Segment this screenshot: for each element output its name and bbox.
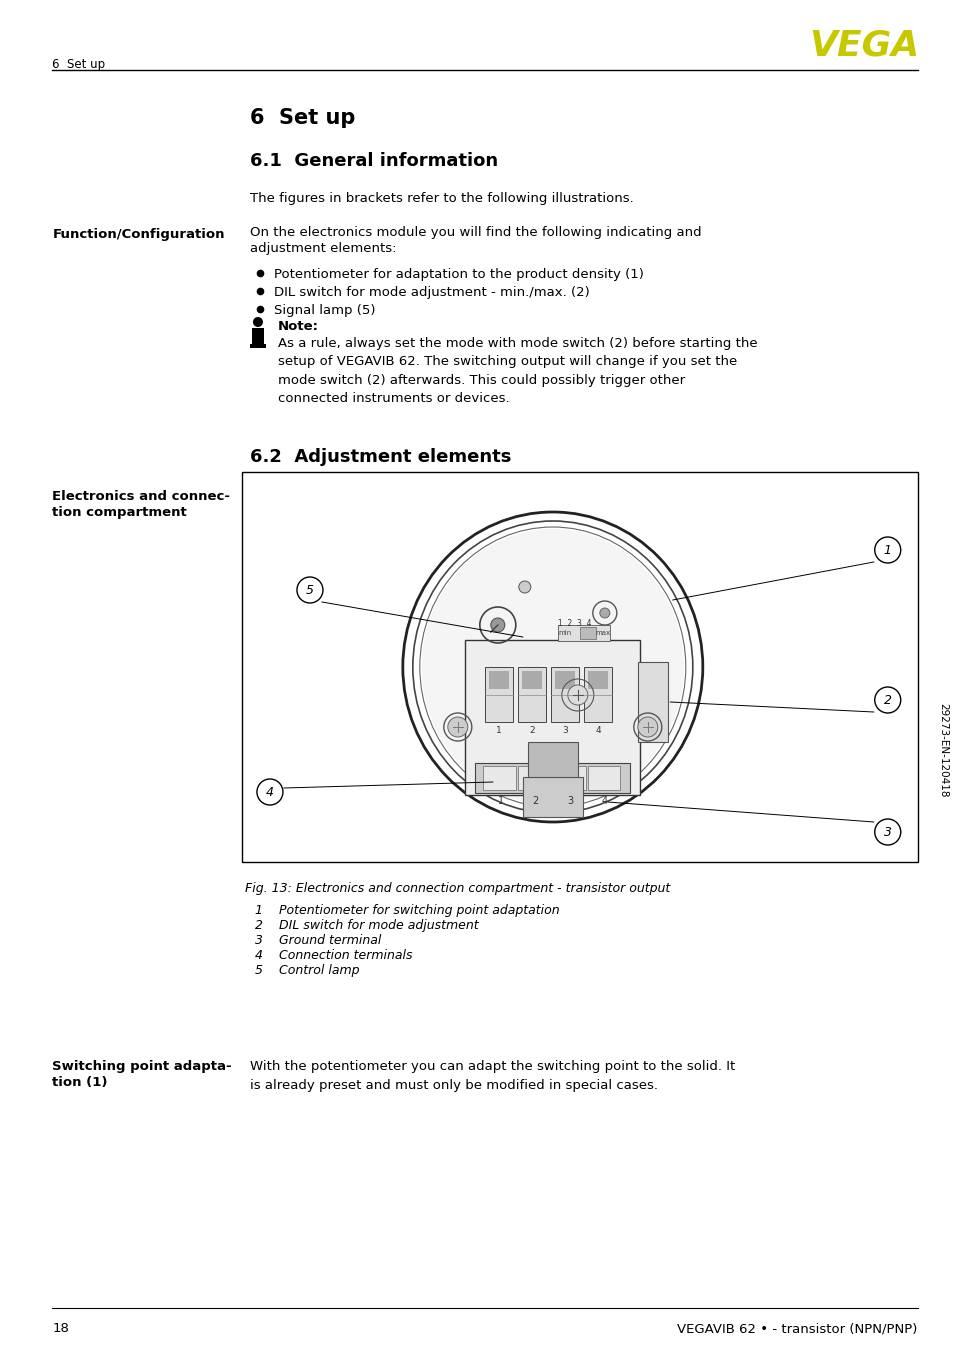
Bar [558,626,609,640]
Text: VEGAVIB 62 • - transistor (NPN/PNP): VEGAVIB 62 • - transistor (NPN/PNP) [677,1322,917,1335]
Circle shape [490,617,504,632]
Text: 2    DIL switch for mode adjustment: 2 DIL switch for mode adjustment [254,919,478,932]
Text: 4    Connection terminals: 4 Connection terminals [254,949,412,961]
Text: Note:: Note: [277,320,318,333]
Text: tion (1): tion (1) [52,1076,108,1089]
Text: Potentiometer for adaptation to the product density (1): Potentiometer for adaptation to the prod… [274,268,643,282]
Text: min: min [558,630,572,636]
Circle shape [567,685,587,705]
Bar [551,668,578,722]
Circle shape [518,581,530,593]
Text: On the electronics module you will find the following indicating and: On the electronics module you will find … [250,226,700,240]
Bar [489,672,509,689]
Bar [242,473,917,862]
Text: Electronics and connec-: Electronics and connec- [52,490,231,502]
Bar [465,639,639,795]
Text: DIL switch for mode adjustment - min./max. (2): DIL switch for mode adjustment - min./ma… [274,286,589,299]
Text: With the potentiometer you can adapt the switching point to the solid. It
is alr: With the potentiometer you can adapt the… [250,1060,735,1091]
Bar [587,765,619,789]
Text: 5: 5 [306,584,314,597]
Circle shape [253,317,263,328]
Text: 6.2  Adjustment elements: 6.2 Adjustment elements [250,448,511,466]
Text: Switching point adapta-: Switching point adapta- [52,1060,232,1072]
Bar [638,662,668,742]
Text: 3: 3 [566,796,573,807]
Bar [552,765,585,789]
Bar [475,762,630,792]
Bar [522,777,582,816]
Bar [579,627,596,639]
Bar [250,344,266,348]
Bar [583,668,612,722]
Bar [252,328,264,347]
Text: 4: 4 [601,796,607,807]
Text: As a rule, always set the mode with mode switch (2) before starting the
setup of: As a rule, always set the mode with mode… [277,337,757,405]
Text: 6.1  General information: 6.1 General information [250,152,497,171]
Text: 29273-EN-120418: 29273-EN-120418 [937,703,947,798]
Bar [588,672,608,689]
Text: Function/Configuration: Function/Configuration [52,227,225,241]
Text: 6  Set up: 6 Set up [250,108,355,129]
Text: The figures in brackets refer to the following illustrations.: The figures in brackets refer to the fol… [250,192,633,204]
Bar [517,765,550,789]
Text: 3: 3 [562,726,568,735]
Bar [522,672,541,689]
Text: 2: 2 [882,693,891,707]
Bar [555,672,575,689]
Text: 1: 1 [496,726,501,735]
Text: 5    Control lamp: 5 Control lamp [254,964,359,978]
Text: 1: 1 [497,796,503,807]
Text: max: max [596,630,610,636]
Circle shape [447,718,467,737]
Text: tion compartment: tion compartment [52,506,187,519]
Ellipse shape [421,529,683,806]
Text: 18: 18 [52,1322,70,1335]
Circle shape [638,718,658,737]
Text: 1: 1 [882,543,891,556]
Text: 4: 4 [266,785,274,799]
Bar [527,742,578,777]
Text: 6  Set up: 6 Set up [52,58,106,70]
Text: VEGA: VEGA [809,28,919,62]
Text: adjustment elements:: adjustment elements: [250,242,396,255]
Text: 2: 2 [532,796,538,807]
Text: 3: 3 [882,826,891,838]
Text: 1  2  3  4: 1 2 3 4 [558,619,591,628]
Text: 4: 4 [595,726,600,735]
Bar [485,668,513,722]
Bar [483,765,516,789]
Circle shape [599,608,609,617]
Text: Fig. 13: Electronics and connection compartment - transistor output: Fig. 13: Electronics and connection comp… [245,881,670,895]
Text: Signal lamp (5): Signal lamp (5) [274,305,375,317]
Bar [517,668,546,722]
Text: 2: 2 [529,726,535,735]
Text: 1    Potentiometer for switching point adaptation: 1 Potentiometer for switching point adap… [254,904,559,917]
Text: 3    Ground terminal: 3 Ground terminal [254,934,381,946]
